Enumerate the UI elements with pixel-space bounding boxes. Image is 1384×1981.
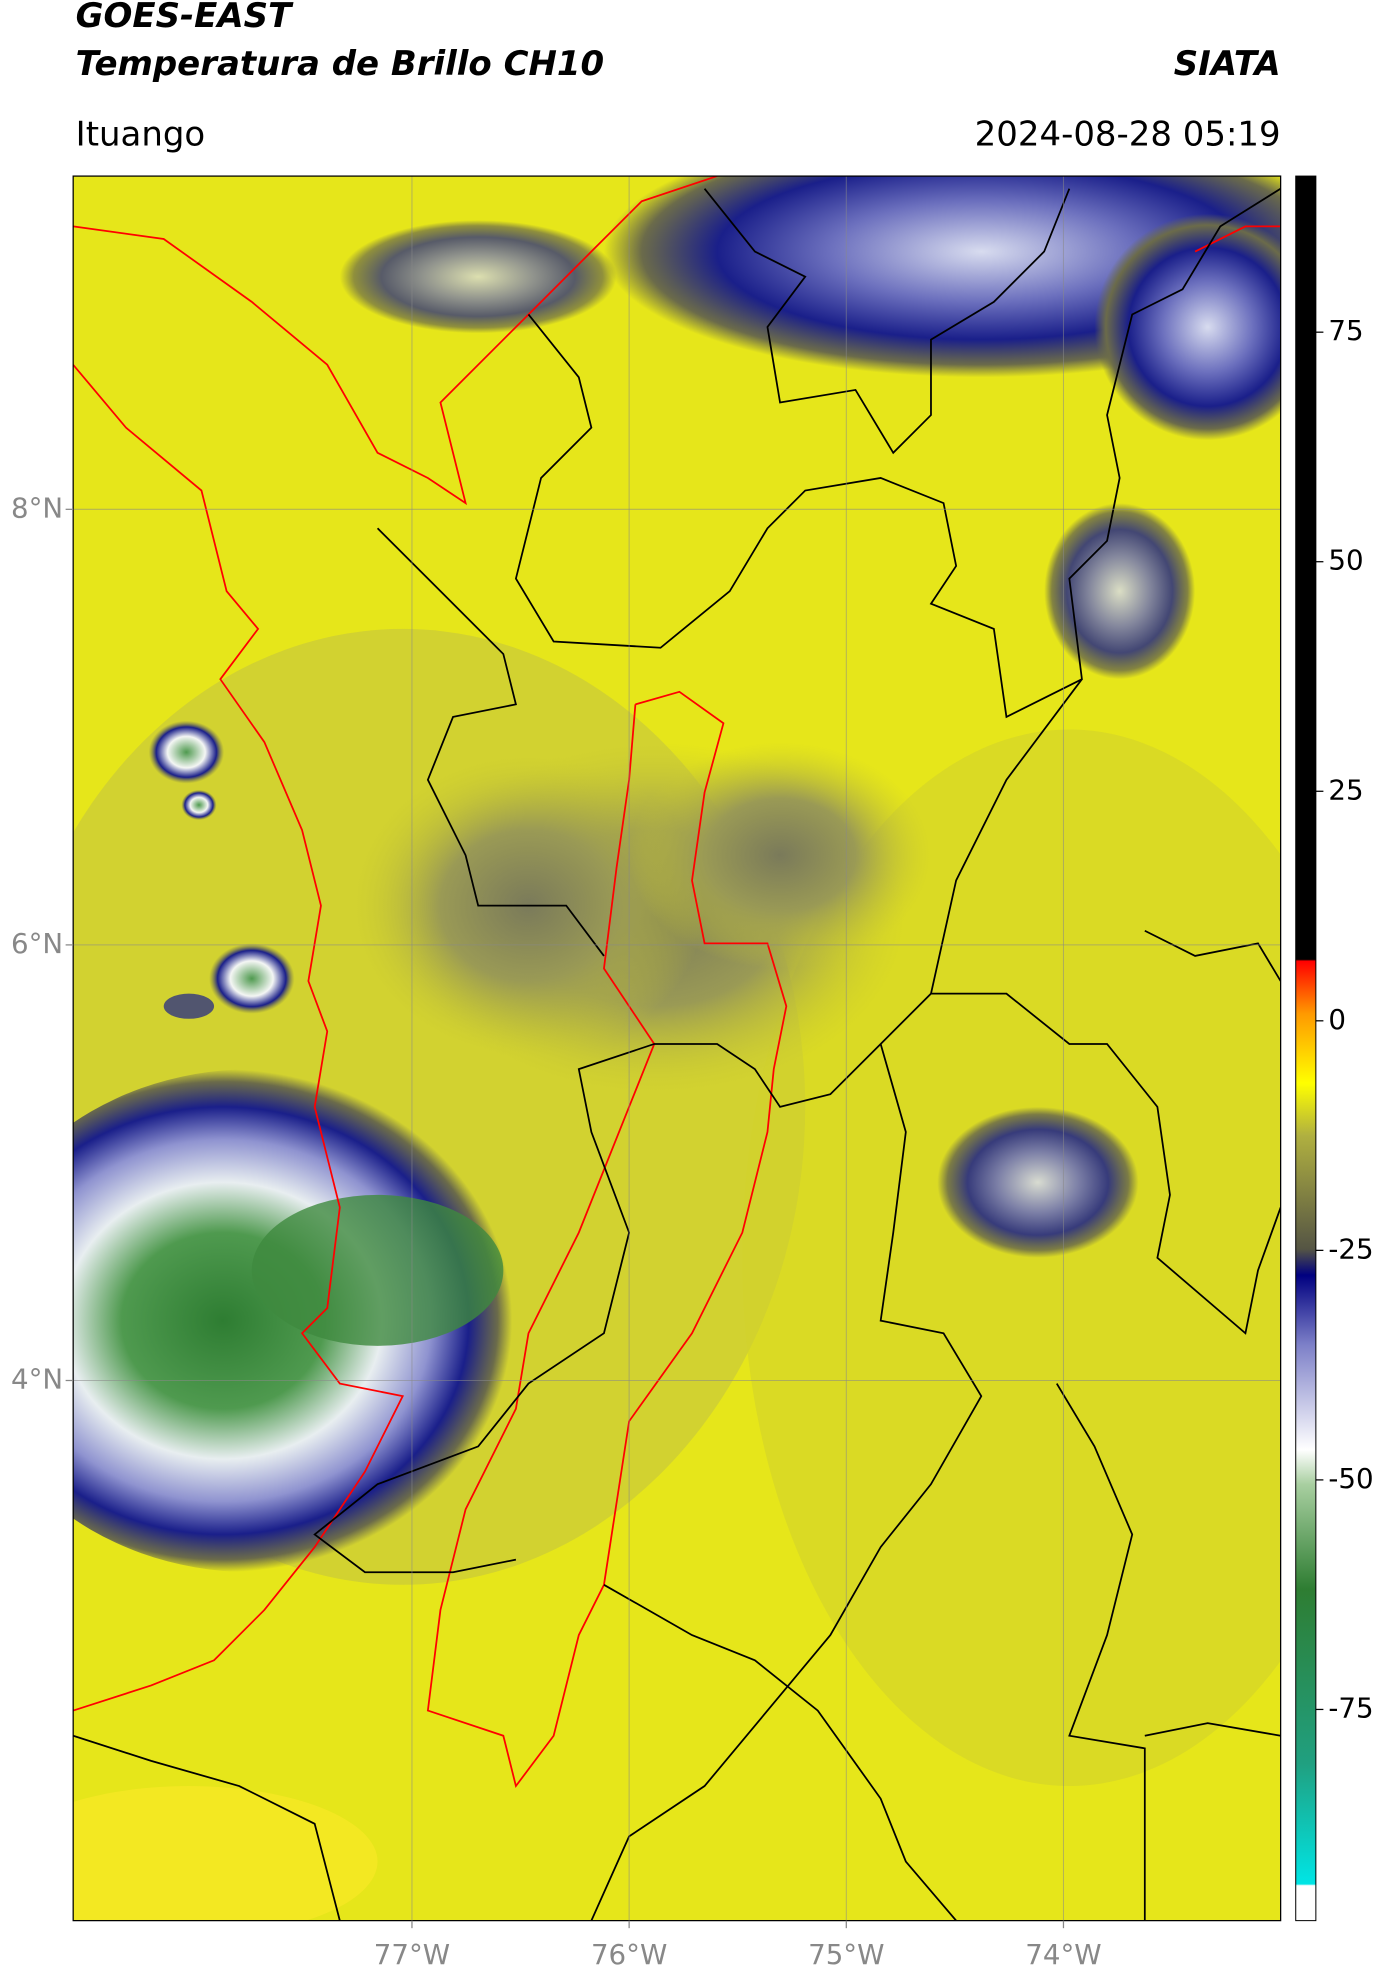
map-frame [72,175,1282,1922]
datetime: 2024-08-28 05:19 [975,114,1281,154]
brand: SIATA [1174,44,1281,84]
y-tick-label: 4°N [11,1362,63,1395]
y-tick-label: 6°N [11,927,63,960]
border [376,527,605,957]
y-tick-label: 8°N [11,491,63,524]
border [1144,929,1281,982]
x-tick-label: 75°W [808,1938,884,1971]
colorbar-tick-label: 50 [1328,544,1363,577]
map-image [73,176,1281,1921]
department-outline [426,690,788,1789]
border [590,1043,983,1921]
x-tick-label: 74°W [1025,1938,1101,1971]
colorbar [1295,175,1317,1922]
border [1056,1383,1146,1921]
coastline [73,364,405,1712]
border [73,1734,341,1921]
subtitle: Temperatura de Brillo CH10 [76,44,604,84]
border [1144,1722,1281,1737]
colorbar-tick-label: -75 [1328,1691,1373,1724]
colorbar-tick-label: 75 [1328,314,1363,347]
border [930,992,1281,1335]
colorbar-tick-label: -50 [1328,1462,1373,1495]
title: GOES-EAST [76,0,294,36]
x-tick-label: 77°W [374,1938,450,1971]
border [514,187,1281,719]
colorbar-tick-label: 25 [1328,773,1363,806]
coastline [73,176,718,506]
x-tick-label: 76°W [591,1938,667,1971]
border [313,678,1083,1574]
border [703,188,1071,455]
coastline [1194,225,1281,253]
colorbar-tick-label: -25 [1328,1232,1373,1265]
location: Ituango [76,114,206,154]
border [603,1584,957,1921]
colorbar-tick-label: 0 [1328,1003,1346,1036]
